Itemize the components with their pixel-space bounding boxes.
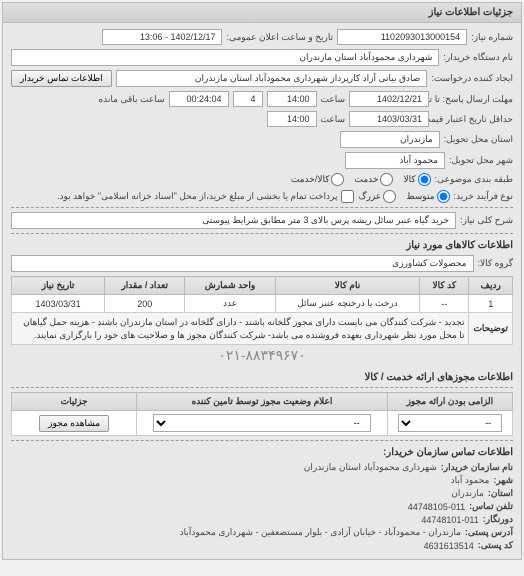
number-label: شماره نیاز: [471,32,513,43]
radio-avg[interactable]: متوسط [406,190,449,203]
remain-days: 4 [233,91,263,107]
budget-type-label: طبقه بندی موضوعی: [435,174,513,185]
col-date: تاریخ نیاز [12,277,105,295]
time-label-2: ساعت [321,114,346,125]
col-row: ردیف [469,277,513,295]
desc-label: شرح کلی نیاز: [460,215,513,226]
c-address-label: آدرس پستی: [465,527,513,538]
remain-time: 00:24:04 [169,91,229,107]
requester-label: ایجاد کننده درخواست: [431,73,513,84]
divider-4 [11,440,513,441]
note-text: تجدید - شرکت کنندگان می بایست دارای مجوز… [12,313,469,345]
col-status: اعلام وضعیت مجوز توسط تامین کننده [137,393,388,411]
divider-3 [11,387,513,388]
note-row: توضیحات تجدید - شرکت کنندگان می بایست دا… [12,313,513,345]
treasury-checkbox[interactable] [341,190,354,203]
deadline-label: مهلت ارسال پاسخ: تا تاریخ: [433,94,513,105]
city-label: شهر محل تحویل: [449,155,513,166]
watermark-phone: ۰۲۱-۸۸۳۴۹۶۷۰ [11,345,513,366]
goods-section-title: اطلاعات کالاهای مورد نیاز [11,240,513,251]
c-fax-value: 44748101-011 [421,515,478,525]
c-phone-value: 44748105-011 [408,502,465,512]
purchase-type-group: متوسط عزرگ [358,190,449,203]
org-label: نام سازمان خریدار: [441,462,513,473]
radio-both[interactable]: کالا/خدمت [291,173,345,186]
col-mandatory: الزامی بودن ارائه مجوز [387,393,512,411]
divider-2 [11,233,513,234]
radio-large[interactable]: عزرگ [358,190,396,203]
col-details: جزئیات [12,393,137,411]
permit-row: -- -- مشاهده مجوز [12,411,513,436]
province-label: استان محل تحویل: [444,134,513,145]
deadline-time: 14:00 [267,91,317,107]
contact-buyer-button[interactable]: اطلاعات تماس خریدار [11,70,112,87]
view-permit-button[interactable]: مشاهده مجوز [39,415,109,432]
contact-title: اطلاعات تماس سازمان خریدار: [11,447,513,458]
radio-service[interactable]: خدمت [354,173,393,186]
buyer-value: شهرداری محمودآباد استان مازندران [11,49,439,66]
panel-title: جزئیات اطلاعات نیاز [3,3,521,23]
status-select[interactable]: -- [153,414,370,432]
main-panel: جزئیات اطلاعات نیاز شماره نیاز: 11020930… [2,2,522,560]
c-address-value: مازندران - محمودآباد - خیابان آزادی - بل… [180,527,461,538]
note-label: توضیحات [469,313,513,345]
group-label: گروه کالا: [478,258,513,269]
c-province-value: مازندران [451,488,484,499]
purchase-type-label: نوع فرآیند خرید: [454,191,514,202]
col-name: نام کالا [275,277,419,295]
table-row: 1 -- درخت یا درختچه عنبر سائل عدد 200 14… [12,295,513,313]
valid-date: 1403/03/31 [349,111,429,127]
col-qty: تعداد / مقدار [105,277,185,295]
purchase-note: پرداخت تمام یا بخشی از مبلغ خرید،از محل … [57,191,337,202]
valid-time: 14:00 [267,111,317,127]
c-postal-label: کد پستی: [478,540,513,551]
c-city-label: شهر: [493,475,513,486]
org-value: شهرداری محمودآباد استان مازندران [304,462,437,473]
valid-label: حداقل تاریخ اعتبار قیمت: تا تاریخ: [433,114,513,125]
desc-value: خرید گیاه عنبر سائل ریشه پرس بالای 3 متر… [11,212,456,229]
deadline-date: 1402/12/21 [349,91,429,107]
number-value: 1102093013000154 [337,29,467,45]
divider-1 [11,207,513,208]
province-value: مازندران [340,131,440,148]
announce-label: تاریخ و ساعت اعلان عمومی: [226,32,333,43]
time-label-1: ساعت [321,94,346,105]
col-code: کد کالا [420,277,469,295]
mandatory-select[interactable]: -- [398,414,503,432]
budget-type-group: کالا خدمت کالا/خدمت [291,173,431,186]
requester-value: صادق بیاتی آزاد کارپرداز شهرداری محمودآب… [116,70,428,87]
permits-table: الزامی بودن ارائه مجوز اعلام وضعیت مجوز … [11,392,513,436]
group-value: محصولات کشاورزی [11,255,474,272]
c-city-value: محمود آباد [451,475,490,486]
c-fax-label: دورنگار: [483,514,513,525]
announce-value: 1402/12/17 - 13:06 [102,29,222,45]
goods-table: ردیف کد کالا نام کالا واحد شمارش تعداد /… [11,276,513,345]
radio-goods[interactable]: کالا [403,173,430,186]
contact-block: اطلاعات تماس سازمان خریدار: نام سازمان خ… [11,447,513,551]
col-unit: واحد شمارش [185,277,276,295]
city-value: محمود آباد [345,152,445,169]
buyer-label: نام دستگاه خریدار: [443,52,513,63]
c-province-label: استان: [488,488,513,499]
c-phone-label: تلفن تماس: [469,501,513,512]
remain-label: ساعت باقی مانده [98,94,164,105]
c-postal-value: 4631613514 [424,541,474,551]
permits-title: اطلاعات مجوزهای ارائه خدمت / کالا [11,372,513,383]
